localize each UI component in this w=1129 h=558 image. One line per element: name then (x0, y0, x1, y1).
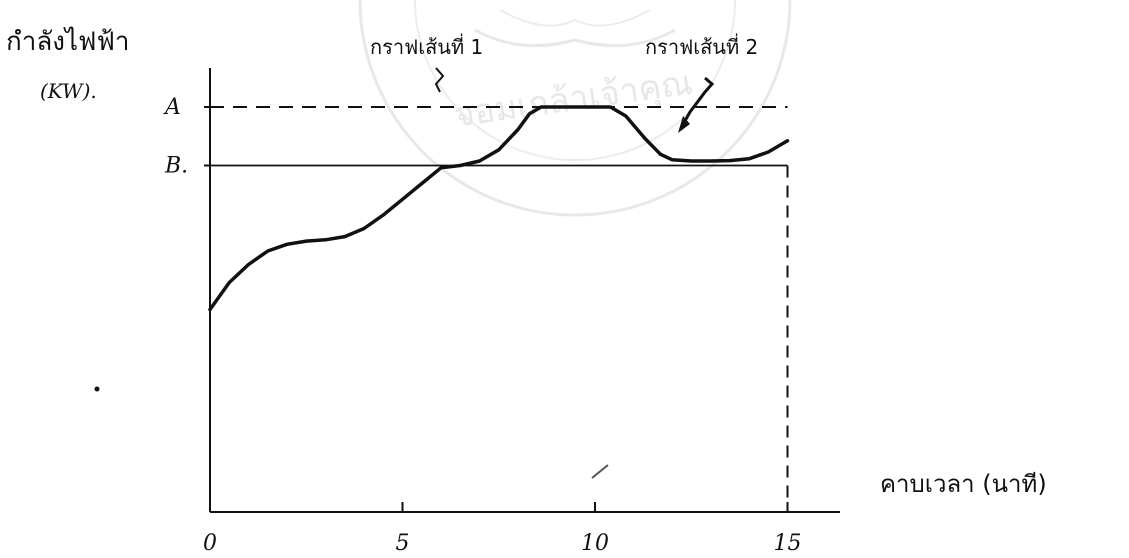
watermark-text: จอมเกล้าเจ้าคุณ (452, 63, 695, 136)
x-tick-label: 10 (581, 531, 609, 556)
stray-pen-mark (591, 464, 609, 479)
x-tick-label: 5 (396, 531, 410, 556)
level-label-B: B. (164, 154, 188, 179)
y-axis-unit: (KW). (40, 79, 97, 103)
annotation-arrow-1 (434, 67, 445, 93)
annotation-line-2: กราฟเส้นที่ 2 (645, 33, 758, 59)
power-curve (208, 105, 790, 312)
x-axis-label: คาบเวลา (นาที) (880, 470, 1047, 498)
x-ticks: 0 5 10 15 (203, 502, 802, 556)
annotation-line-1: กราฟเส้นที่ 1 (370, 33, 483, 59)
stray-dot (94, 386, 100, 392)
level-lines: A B. (163, 95, 789, 512)
annotation-arrow-2-head (678, 116, 690, 133)
level-label-A: A (163, 95, 181, 120)
y-axis-label: กำลังไฟฟ้า (6, 26, 129, 57)
annotation-arrow-2 (679, 76, 715, 129)
x-tick-label: 15 (774, 531, 802, 556)
x-tick-label: 0 (203, 531, 217, 556)
